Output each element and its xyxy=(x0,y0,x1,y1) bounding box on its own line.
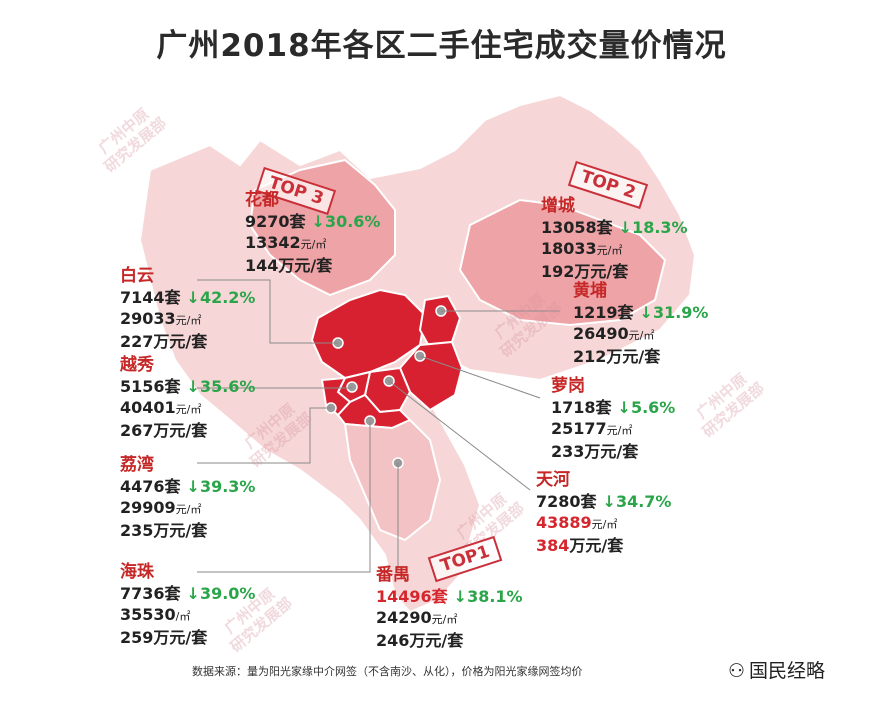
district-volume: 13058套 xyxy=(541,218,613,237)
district-name: 荔湾 xyxy=(120,455,154,475)
district-price: 26490 xyxy=(573,324,629,343)
district-total-unit: 万元/套 xyxy=(569,536,624,555)
data-source-note: 数据来源：量为阳光家缘中介网签（不含南沙、从化），价格为阳光家缘网签均价 xyxy=(192,665,583,678)
district-volume: 7280套 xyxy=(536,492,597,511)
district-total: 227 xyxy=(120,332,154,351)
district-huangpu: 黄埔 1219套 ↓31.9% 26490元/㎡ 212万元/套 xyxy=(573,281,708,367)
district-total: 259 xyxy=(120,628,154,647)
leader-baiyun xyxy=(197,279,338,344)
district-total: 144 xyxy=(245,256,279,275)
district-change: ↓42.2% xyxy=(186,288,256,307)
district-price: 24290 xyxy=(376,608,432,627)
district-change: ↓30.6% xyxy=(311,212,381,231)
leader-tianhe xyxy=(388,380,531,491)
district-price: 25177 xyxy=(551,419,607,438)
district-volume: 7736套 xyxy=(120,584,181,603)
district-total-unit: 万元/套 xyxy=(153,332,208,351)
district-total: 384 xyxy=(536,536,570,555)
district-name: 黄埔 xyxy=(573,281,607,301)
district-price: 18033 xyxy=(541,239,597,258)
district-price-unit: 元/㎡ xyxy=(175,403,202,416)
district-name: 增城 xyxy=(541,196,575,216)
leader-liwan xyxy=(197,407,331,464)
baiyun-region xyxy=(310,288,427,380)
district-price-unit: 元/㎡ xyxy=(175,503,202,516)
district-total: 233 xyxy=(551,442,585,461)
wechat-icon: ⚇ xyxy=(728,660,746,682)
district-liwan: 荔湾 4476套 ↓39.3% 29909元/㎡ 235万元/套 xyxy=(120,455,255,541)
district-total-unit: 万元/套 xyxy=(574,262,629,281)
district-tianhe: 天河 7280套 ↓34.7% 43889元/㎡ 384万元/套 xyxy=(536,470,671,556)
district-luogang: 萝岗 1718套 ↓5.6% 25177元/㎡ 233万元/套 xyxy=(551,376,675,462)
district-yuexiu: 越秀 5156套 ↓35.6% 40401元/㎡ 267万元/套 xyxy=(120,355,255,441)
district-change: ↓34.7% xyxy=(602,492,672,511)
zengcheng-region xyxy=(458,198,667,327)
district-price: 35530 xyxy=(120,605,176,624)
dot-yuexiu xyxy=(346,381,358,393)
district-name: 天河 xyxy=(536,470,570,490)
district-total-unit: 万元/套 xyxy=(153,421,208,440)
district-change: ↓31.9% xyxy=(639,303,709,322)
panyu-region xyxy=(343,418,442,542)
district-name: 海珠 xyxy=(120,562,154,582)
district-price-unit: /㎡ xyxy=(175,610,191,623)
district-price: 43889 xyxy=(536,513,592,532)
district-change: ↓35.6% xyxy=(186,377,256,396)
district-total-unit: 万元/套 xyxy=(278,256,333,275)
district-price-unit: 元/㎡ xyxy=(591,518,618,531)
district-change: ↓39.3% xyxy=(186,477,256,496)
district-volume: 9270套 xyxy=(245,212,306,231)
district-volume: 14496套 xyxy=(376,587,448,606)
district-name: 花都 xyxy=(245,190,279,210)
district-price-unit: 元/㎡ xyxy=(175,314,202,327)
district-total: 192 xyxy=(541,262,575,281)
district-price: 29033 xyxy=(120,309,176,328)
district-change: ↓38.1% xyxy=(453,587,523,606)
district-price-unit: 元/㎡ xyxy=(606,424,633,437)
district-volume: 7144套 xyxy=(120,288,181,307)
brand-name: 国民经略 xyxy=(749,660,826,682)
district-zengcheng: 增城 13058套 ↓18.3% 18033元/㎡ 192万元/套 xyxy=(541,196,688,282)
district-haizhu: 海珠 7736套 ↓39.0% 35530/㎡ 259万元/套 xyxy=(120,562,255,648)
district-volume: 1219套 xyxy=(573,303,634,322)
district-change: ↓39.0% xyxy=(186,584,256,603)
district-total-unit: 万元/套 xyxy=(606,347,661,366)
leader-luogang xyxy=(419,355,541,399)
brand: ⚇ 国民经略 xyxy=(728,656,825,683)
district-baiyun: 白云 7144套 ↓42.2% 29033元/㎡ 227万元/套 xyxy=(120,266,255,352)
district-change: ↓18.3% xyxy=(618,218,688,237)
district-total: 267 xyxy=(120,421,154,440)
district-total: 212 xyxy=(573,347,607,366)
district-price-unit: 元/㎡ xyxy=(628,329,655,342)
district-panyu: 番禺 14496套 ↓38.1% 24290元/㎡ 246万元/套 xyxy=(376,565,523,651)
district-total: 235 xyxy=(120,521,154,540)
district-total-unit: 万元/套 xyxy=(409,631,464,650)
district-price: 29909 xyxy=(120,498,176,517)
district-name: 白云 xyxy=(120,266,154,286)
page-title: 广州2018年各区二手住宅成交量价情况 xyxy=(156,28,727,64)
district-total-unit: 万元/套 xyxy=(153,628,208,647)
district-total: 246 xyxy=(376,631,410,650)
district-volume: 4476套 xyxy=(120,477,181,496)
district-total-unit: 万元/套 xyxy=(153,521,208,540)
district-volume: 1718套 xyxy=(551,398,612,417)
district-volume: 5156套 xyxy=(120,377,181,396)
district-price: 40401 xyxy=(120,398,176,417)
district-total-unit: 万元/套 xyxy=(584,442,639,461)
district-name: 番禺 xyxy=(376,565,410,585)
district-name: 越秀 xyxy=(120,355,154,375)
district-name: 萝岗 xyxy=(551,376,585,396)
district-price-unit: 元/㎡ xyxy=(596,244,623,257)
leader-haizhu xyxy=(197,421,371,573)
district-huadu: 花都 9270套 ↓30.6% 13342元/㎡ 144万元/套 xyxy=(245,190,380,276)
district-price-unit: 元/㎡ xyxy=(431,613,458,626)
district-change: ↓5.6% xyxy=(617,398,676,417)
district-price-unit: 元/㎡ xyxy=(300,238,327,251)
district-price: 13342 xyxy=(245,233,301,252)
